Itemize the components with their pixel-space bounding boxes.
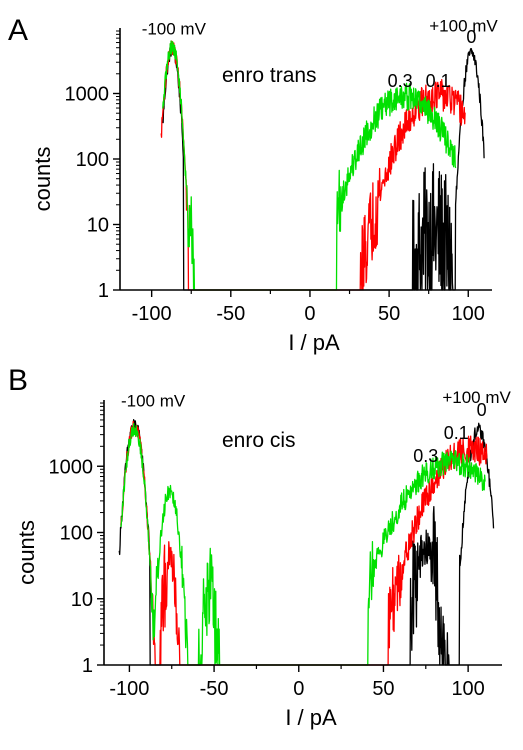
panel-title: enro cis	[222, 429, 296, 452]
panel-letter: A	[8, 14, 28, 47]
concentration-label: 0	[477, 400, 487, 420]
y-tick-label: 1	[98, 280, 109, 302]
panel-A: A -100 -50 0 50 100 1 10 100 1000 I / pA counts enro…	[8, 14, 498, 355]
x-tick-label: 0	[293, 678, 304, 700]
x-tick-label: -50	[216, 303, 245, 325]
y-tick-label: 10	[71, 589, 93, 611]
x-axis-title: I / pA	[285, 705, 337, 730]
x-tick-label: -100	[109, 678, 149, 700]
x-tick-label: -100	[132, 303, 172, 325]
voltage-annotation: +100 mV	[429, 17, 498, 36]
x-tick-label: 100	[451, 678, 484, 700]
voltage-annotation: -100 mV	[121, 391, 186, 410]
panel-B: B -100 -50 0 50 100 1 10 100 1000 I / pA counts enro…	[8, 364, 512, 730]
x-tick-label: 50	[372, 678, 394, 700]
concentration-label: 0	[466, 27, 476, 47]
x-tick-label: 50	[378, 303, 400, 325]
concentration-label: 0.3	[413, 446, 438, 466]
y-tick-label: 1	[82, 655, 93, 677]
concentration-label: 0.1	[426, 71, 451, 91]
concentration-label: 0.3	[388, 71, 413, 91]
y-tick-label: 10	[87, 215, 109, 237]
y-tick-label: 100	[60, 523, 93, 545]
x-tick-label: -50	[200, 678, 229, 700]
y-tick-label: 100	[76, 149, 109, 171]
voltage-annotation: -100 mV	[142, 19, 207, 38]
x-tick-label: 0	[304, 303, 315, 325]
y-tick-label: 1000	[65, 84, 110, 106]
concentration-label: 0.1	[444, 423, 469, 443]
y-axis-title: counts	[14, 520, 39, 585]
x-axis-title: I / pA	[288, 330, 340, 355]
panel-title: enro trans	[222, 64, 317, 87]
x-tick-label: 100	[452, 303, 485, 325]
y-tick-label: 1000	[49, 456, 94, 478]
voltage-annotation: +100 mV	[442, 388, 511, 407]
y-axis-title: counts	[30, 147, 55, 212]
panel-letter: B	[8, 364, 28, 397]
